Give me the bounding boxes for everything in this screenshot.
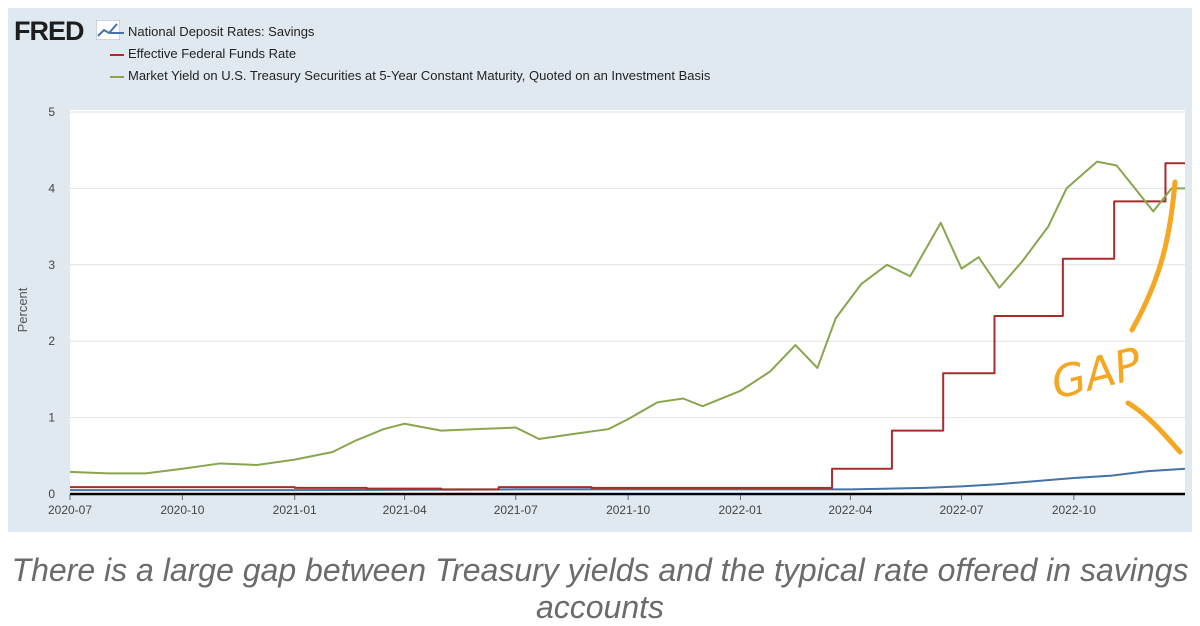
- plot-area: [70, 110, 1185, 495]
- caption: There is a large gap between Treasury yi…: [11, 552, 1189, 625]
- legend-item-treasury[interactable]: Market Yield on U.S. Treasury Securities…: [110, 68, 711, 83]
- x-tick-label: 2021-07: [494, 503, 538, 517]
- y-tick-label: 0: [48, 487, 55, 501]
- legend-item-fedfunds[interactable]: Effective Federal Funds Rate: [110, 46, 297, 61]
- legend-swatch-fedfunds: [110, 54, 124, 56]
- legend-label-savings: National Deposit Rates: Savings: [128, 24, 315, 39]
- series-line-treasury: [69, 160, 1185, 475]
- x-tick-label: 2022-10: [1052, 503, 1096, 517]
- y-axis-ticks: 0 1 2 3 4 5: [48, 105, 55, 501]
- legend-label-treasury: Market Yield on U.S. Treasury Securities…: [128, 68, 711, 83]
- trend-graph-icon: [96, 20, 120, 40]
- x-tick-label: 2021-01: [273, 503, 317, 517]
- x-axis-ticks: 2020-07 2020-10 2021-01 2021-04 2021-07 2021-…: [48, 494, 1096, 517]
- legend-swatch-savings: [110, 32, 124, 34]
- series-lines: [69, 160, 1186, 492]
- series-line-savings: [70, 467, 1186, 492]
- gap-lower-stroke: [1125, 400, 1183, 455]
- legend-swatch-treasury: [110, 76, 124, 78]
- y-tick-label: 3: [48, 258, 55, 272]
- x-tick-label: 2021-10: [606, 503, 650, 517]
- y-tick-label: 4: [48, 181, 55, 195]
- series-line-fedfunds: [70, 162, 1185, 491]
- fred-logo: FRED: [14, 16, 84, 46]
- gap-upper-stroke: [1129, 179, 1178, 333]
- grid-lines: [70, 111, 1185, 419]
- x-tick-label: 2020-07: [48, 503, 92, 517]
- y-axis-label: Percent: [15, 287, 30, 332]
- x-tick-label: 2022-04: [828, 503, 872, 517]
- x-tick-label: 2022-01: [718, 503, 762, 517]
- chart-plot: 0 1 2 3 4 5 2020-07 2020-10 2021-01 2021-04 2021-…: [15, 105, 1186, 517]
- legend-label-fedfunds: Effective Federal Funds Rate: [128, 46, 297, 61]
- y-tick-label: 2: [48, 334, 55, 348]
- y-tick-label: 5: [48, 105, 55, 119]
- x-tick-label: 2020-10: [160, 503, 204, 517]
- x-tick-label: 2021-04: [383, 503, 427, 517]
- y-tick-label: 1: [48, 411, 55, 425]
- legend-item-savings[interactable]: National Deposit Rates: Savings: [110, 24, 315, 39]
- x-tick-label: 2022-07: [939, 503, 983, 517]
